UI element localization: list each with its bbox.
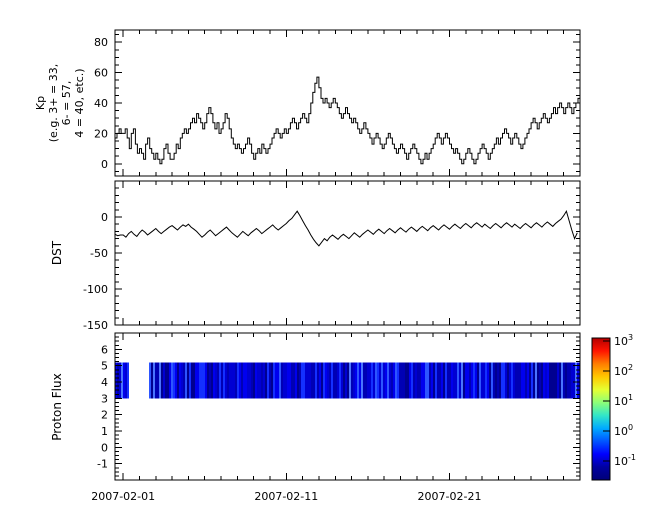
proton-flux-panel: -1 0 1 2 3 4 5 6 2007-02-01 2007-02-11 2007-02-21	[91, 332, 581, 503]
dst-axes-box	[114, 180, 581, 326]
kp-axes-box	[114, 29, 581, 177]
kp-panel: 0 20 40 60 80	[94, 29, 581, 177]
dst-y-tick-label: 0	[101, 211, 108, 224]
colorbar-tick-label: 100	[614, 423, 633, 438]
proton-flux-y-tick-label: 6	[101, 343, 108, 356]
colorbar-gradient	[591, 337, 611, 481]
proton-flux-y-tick-label: 0	[101, 441, 108, 454]
proton-flux-y-tick-label: 5	[101, 360, 108, 373]
kp-y-tick-label: 60	[94, 67, 108, 80]
kp-y-tick-label: 20	[94, 127, 108, 140]
x-date-label: 2007-02-01	[91, 490, 155, 503]
kp-y-tick-label: 40	[94, 97, 108, 110]
colorbar-tick-label: 10-1	[614, 453, 636, 468]
kp-y-tick-label: 80	[94, 36, 108, 49]
colorbar-tick-label: 103	[614, 333, 633, 348]
colorbar-tick-label: 101	[614, 393, 633, 408]
proton-flux-y-tick-label: 1	[101, 425, 108, 438]
proton-flux-y-tick-label: -1	[97, 458, 108, 471]
flux-colorbar: 103 102 101 100 10-1	[591, 333, 636, 481]
proton-flux-axes-box	[114, 332, 581, 481]
kp-step-line	[115, 76, 580, 165]
proton-flux-y-tick-label: 3	[101, 392, 108, 405]
x-date-label: 2007-02-21	[418, 490, 482, 503]
dst-y-tick-label: -150	[83, 319, 108, 332]
dst-line	[114, 209, 578, 247]
colorbar-tick-label: 102	[614, 363, 633, 378]
dst-y-tick-label: -50	[90, 247, 108, 260]
proton-flux-spectrogram	[115, 362, 580, 399]
dst-panel: 0 -50 -100 -150	[83, 180, 581, 332]
x-date-label: 2007-02-11	[254, 490, 318, 503]
proton-flux-y-tick-label: 2	[101, 409, 108, 422]
kp-y-tick-label: 0	[101, 158, 108, 171]
dst-y-tick-label: -100	[83, 283, 108, 296]
proton-flux-y-tick-label: 4	[101, 376, 108, 389]
